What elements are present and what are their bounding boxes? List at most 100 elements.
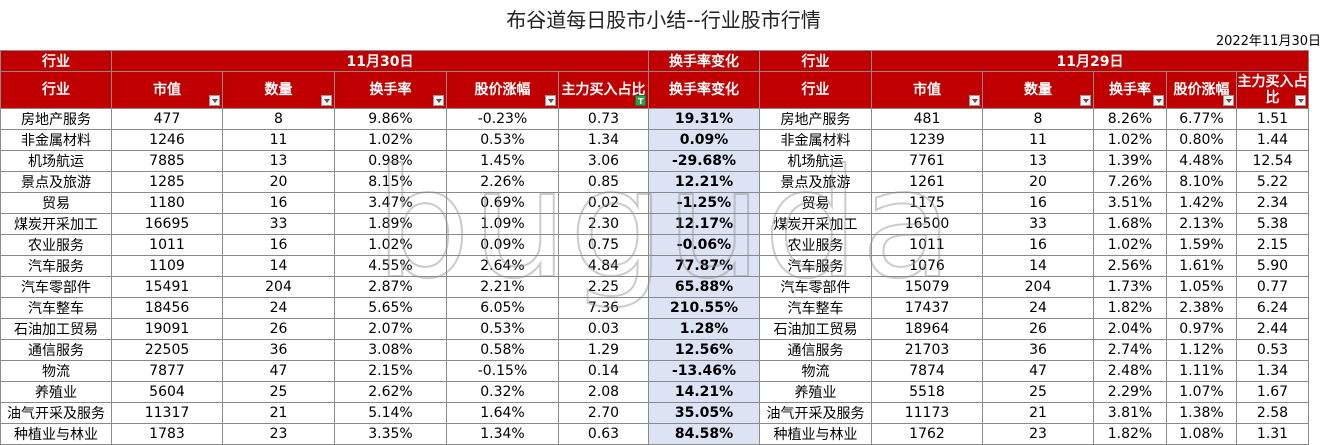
table-cell: 3.81% — [1093, 402, 1167, 424]
turnover-change-cell: 65.88% — [648, 276, 760, 298]
table-row: 汽车整车 18456 24 5.65% 6.05% 7.36 210.55% 汽车整车 1743… — [0, 297, 1309, 319]
table-cell: 1109 — [111, 255, 223, 277]
table-cell: 17437 — [871, 297, 983, 319]
turnover-change-cell: 210.55% — [648, 297, 760, 319]
filter-dropdown-icon[interactable] — [321, 95, 332, 106]
filter-dropdown-icon[interactable] — [1080, 95, 1091, 106]
filter-dropdown-icon[interactable] — [1153, 95, 1164, 106]
table-cell: 15079 — [871, 276, 983, 298]
table-cell: 2.34 — [1236, 192, 1309, 214]
table-cell: 1261 — [871, 171, 983, 193]
filter-dropdown-icon[interactable] — [1295, 95, 1306, 106]
table-cell: 21 — [982, 402, 1094, 424]
table-row: 养殖业 5604 25 2.62% 0.32% 2.08 14.21% 养殖业 5518 25 2.… — [0, 381, 1309, 403]
report-date: 2022年11月30日 — [1215, 34, 1321, 49]
column-header-label: 主力买入占比 — [561, 82, 646, 98]
table-cell: 14 — [222, 255, 335, 277]
table-cell: 机场航运 — [0, 150, 112, 172]
table-cell: 1.29 — [558, 339, 649, 361]
table-cell: 汽车整车 — [759, 297, 872, 319]
table-cell: 16 — [982, 234, 1094, 256]
table-cell: 2.07% — [334, 318, 447, 340]
table-cell: 0.77 — [1236, 276, 1309, 298]
column-header: 股价涨幅 — [1166, 71, 1237, 109]
table-cell: 8.15% — [334, 171, 447, 193]
table-cell: 9.86% — [334, 108, 447, 130]
table-cell: 1.02% — [1093, 234, 1167, 256]
table-cell: 1.08% — [1166, 423, 1237, 445]
table-cell: 汽车零部件 — [759, 276, 872, 298]
table-cell: 2.58 — [1236, 402, 1309, 424]
table-cell: 石油加工贸易 — [0, 318, 112, 340]
table-cell: 16 — [222, 234, 335, 256]
column-header: 换手率 — [1093, 71, 1167, 109]
turnover-change-cell: -0.06% — [648, 234, 760, 256]
filter-dropdown-icon[interactable] — [209, 95, 220, 106]
turnover-change-cell: 12.21% — [648, 171, 760, 193]
table-cell: 21703 — [871, 339, 983, 361]
table-row: 汽车服务 1109 14 4.55% 2.64% 4.84 77.87% 汽车服务 1076 14… — [0, 255, 1309, 277]
table-cell: 2.87% — [334, 276, 447, 298]
table-cell: 0.53% — [446, 318, 559, 340]
group-header-industry: 行业 — [0, 50, 112, 72]
column-header-label: 换手率 — [369, 82, 412, 98]
table-cell: 1.39% — [1093, 150, 1167, 172]
filter-dropdown-icon[interactable] — [969, 95, 980, 106]
table-cell: 0.32% — [446, 381, 559, 403]
filter-active-icon[interactable] — [635, 94, 646, 108]
filter-dropdown-icon[interactable] — [433, 95, 444, 106]
table-cell: 15491 — [111, 276, 223, 298]
table-cell: 农业服务 — [0, 234, 112, 256]
column-header-row: 行业市值数量换手率股价涨幅主力买入占比换手率变化行业市值数量换手率股价涨幅主力买… — [0, 71, 1309, 109]
table-cell: 1.67 — [1236, 381, 1309, 403]
table-cell: 机场航运 — [759, 150, 872, 172]
table-row: 机场航运 7885 13 0.98% 1.45% 3.06 -29.68% 机场航运 7761 1… — [0, 150, 1309, 172]
table-cell: 种植业与林业 — [0, 423, 112, 445]
table-row: 通信服务 22505 36 3.08% 0.58% 1.29 12.56% 通信服务 21703… — [0, 339, 1309, 361]
table-cell: 36 — [982, 339, 1094, 361]
column-header: 数量 — [982, 71, 1094, 109]
table-cell: 12.54 — [1236, 150, 1309, 172]
table-cell: 5.22 — [1236, 171, 1309, 193]
table-body: 房地产服务 477 8 9.86% -0.23% 0.73 19.31% 房地产服务 481 8 8… — [0, 108, 1309, 445]
table-cell: 16 — [222, 192, 335, 214]
table-cell: 2.25 — [558, 276, 649, 298]
filter-dropdown-icon[interactable] — [1223, 95, 1234, 106]
group-header-nov29: 11月29日 — [871, 50, 1309, 72]
table-cell: 1783 — [111, 423, 223, 445]
table-cell: 23 — [222, 423, 335, 445]
column-header: 换手率变化 — [648, 71, 760, 109]
table-cell: 7.26% — [1093, 171, 1167, 193]
table-cell: 景点及旅游 — [759, 171, 872, 193]
group-header-nov30: 11月30日 — [111, 50, 649, 72]
column-header: 行业 — [759, 71, 872, 109]
table-cell: 47 — [982, 360, 1094, 382]
table-cell: 7877 — [111, 360, 223, 382]
table-cell: 0.14 — [558, 360, 649, 382]
column-header-label: 市值 — [913, 82, 941, 98]
table-cell: 3.08% — [334, 339, 447, 361]
group-header-row: 行业 11月30日 换手率变化 行业 11月29日 — [0, 50, 1309, 72]
group-header-industry2: 行业 — [759, 50, 872, 72]
turnover-change-cell: 12.56% — [648, 339, 760, 361]
table-cell: 1.34 — [1236, 360, 1309, 382]
table-cell: 物流 — [759, 360, 872, 382]
table-cell: 5.90 — [1236, 255, 1309, 277]
table-cell: 1239 — [871, 129, 983, 151]
table-cell: 1.51 — [1236, 108, 1309, 130]
filter-dropdown-icon[interactable] — [545, 95, 556, 106]
table-cell: 1.02% — [334, 234, 447, 256]
table-cell: 汽车整车 — [0, 297, 112, 319]
table-cell: 1762 — [871, 423, 983, 445]
table-cell: 2.38% — [1166, 297, 1237, 319]
table-cell: 2.15% — [334, 360, 447, 382]
table-cell: 2.48% — [1093, 360, 1167, 382]
table-cell: 8 — [982, 108, 1094, 130]
table-cell: 非金属材料 — [759, 129, 872, 151]
table-cell: 0.85 — [558, 171, 649, 193]
table-cell: 36 — [222, 339, 335, 361]
table-cell: 0.63 — [558, 423, 649, 445]
table-cell: 贸易 — [759, 192, 872, 214]
table-cell: 11 — [982, 129, 1094, 151]
turnover-change-cell: 14.21% — [648, 381, 760, 403]
